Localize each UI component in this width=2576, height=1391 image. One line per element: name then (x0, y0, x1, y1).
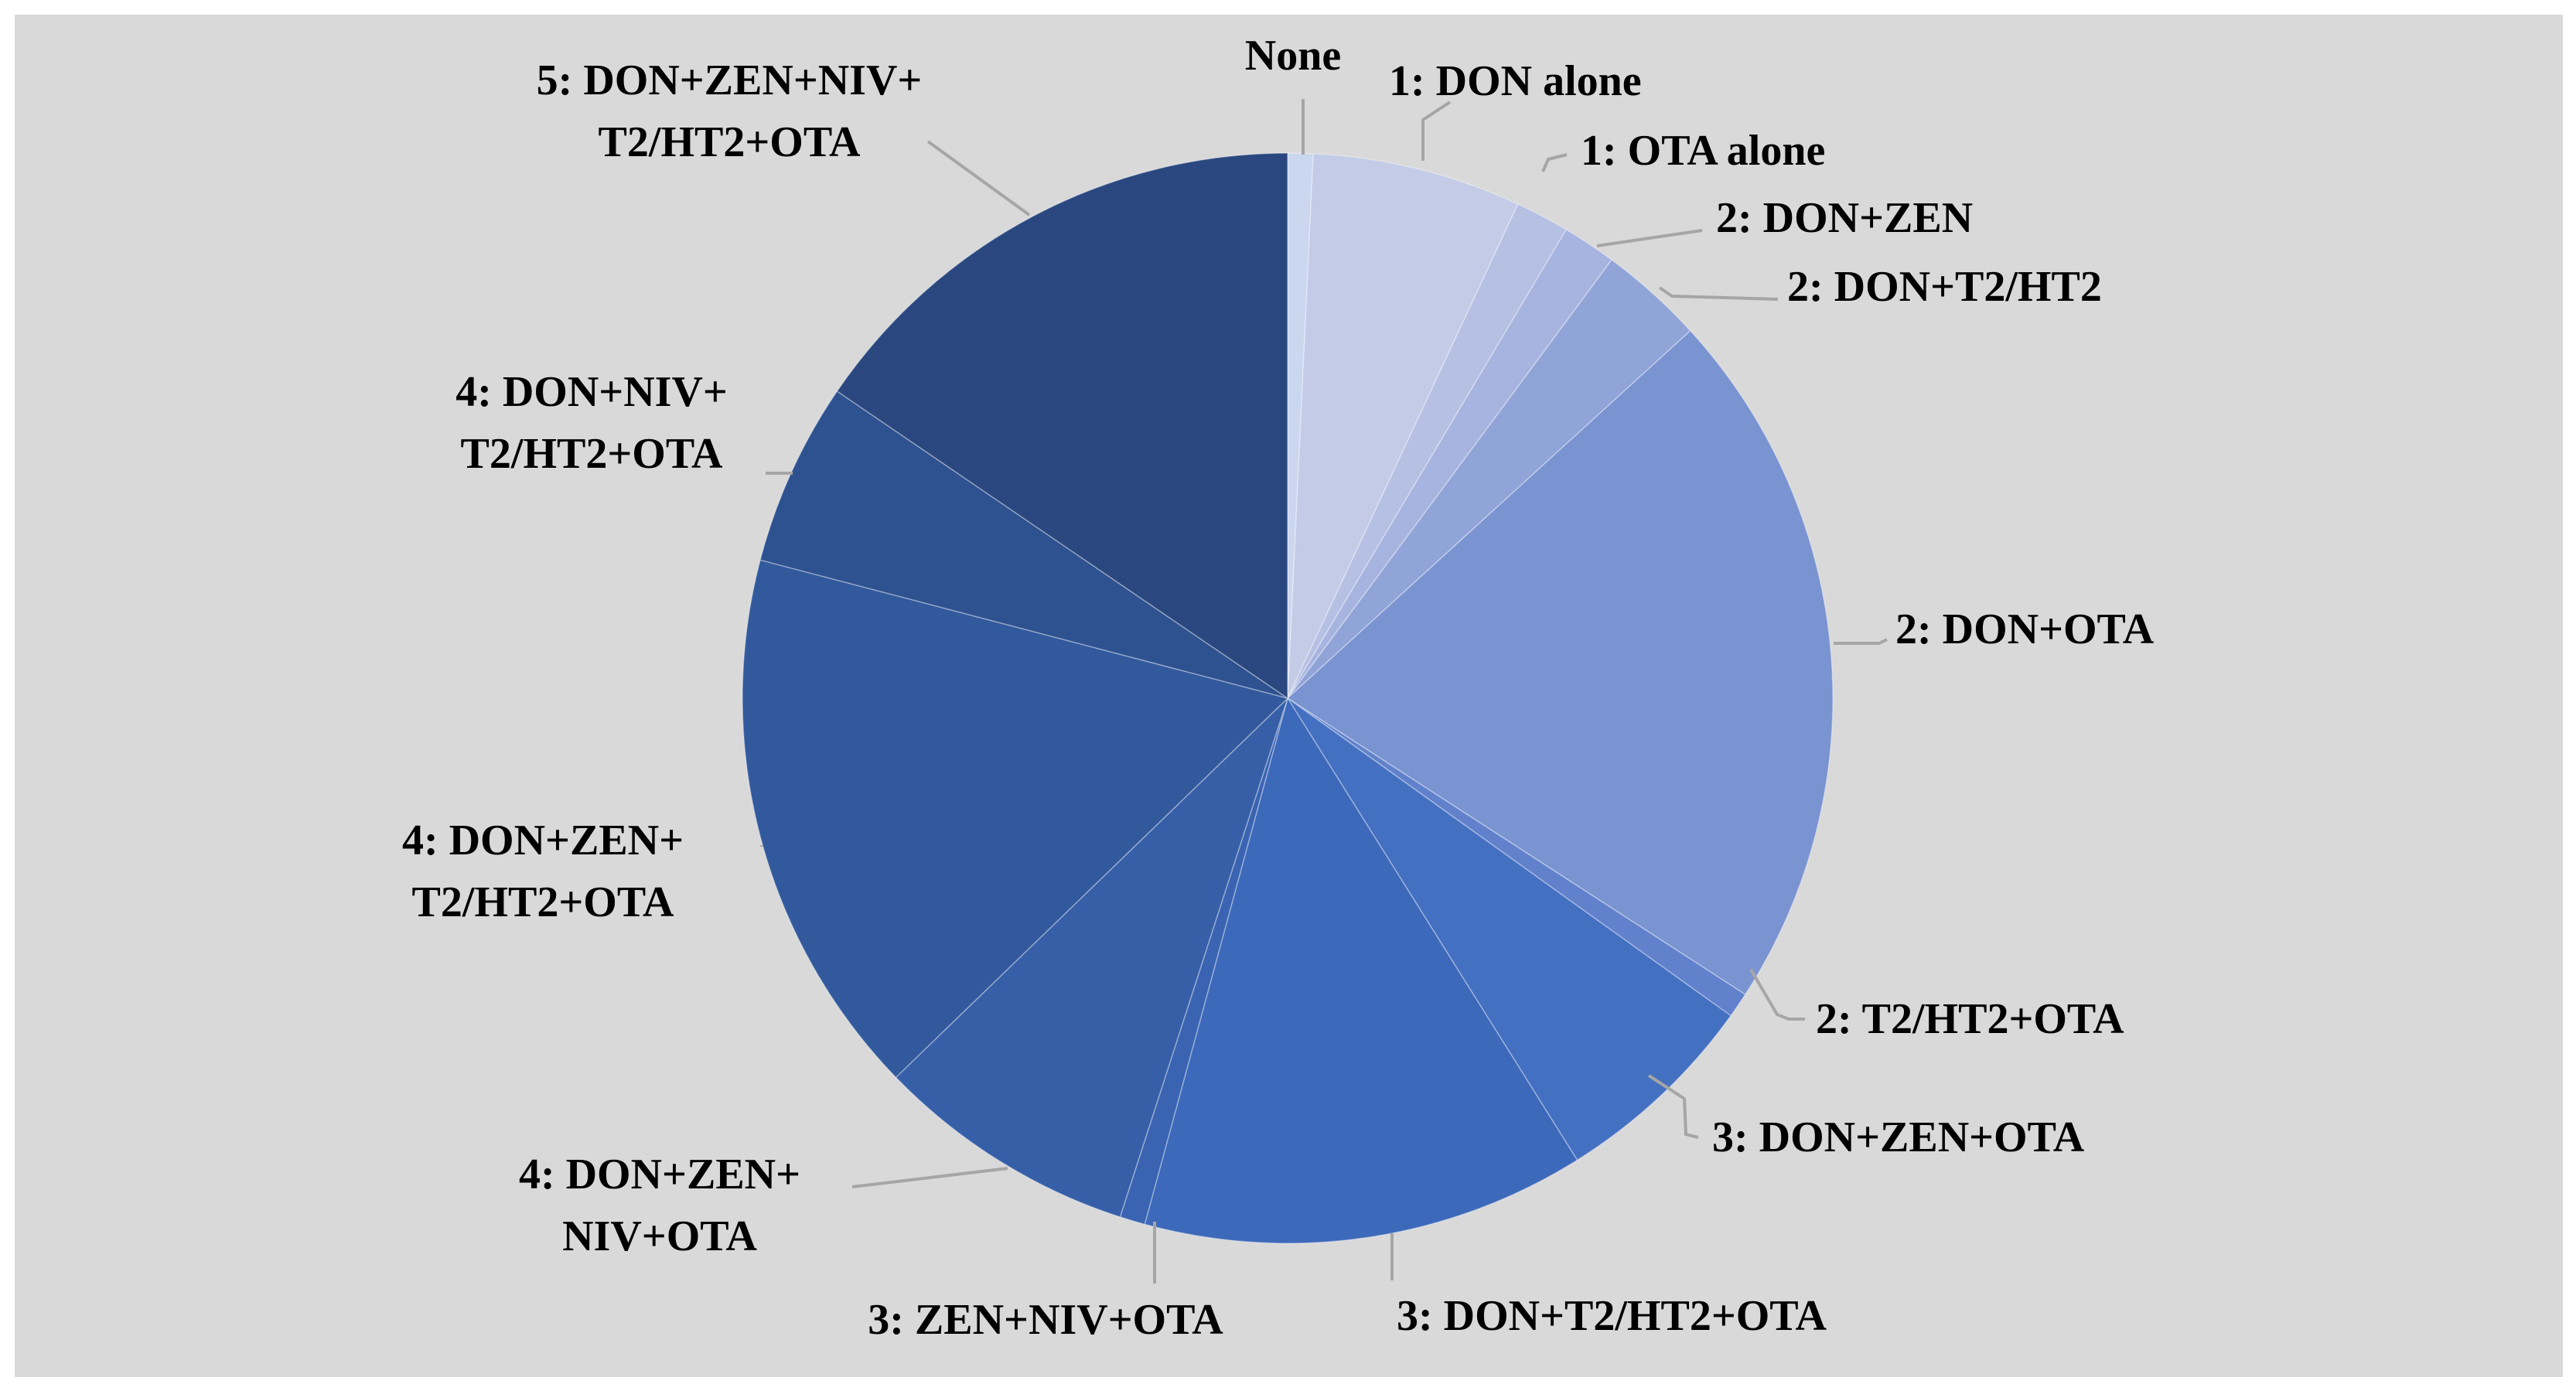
slice-label-12: 4: DON+ZEN+ T2/HT2+OTA (402, 817, 684, 926)
pie-slice-12 (742, 559, 1289, 1079)
slice-label-9: 3: DON+T2/HT2+OTA (1397, 1292, 1827, 1340)
pie-slice-5 (1287, 259, 1691, 699)
slice-label-5-line-1: 2: DON+T2/HT2 (1787, 263, 2102, 311)
leader-line-2 (1421, 101, 1452, 161)
slice-label-3: 1: OTA alone (1581, 127, 1825, 175)
slice-label-11-line-2: NIV+OTA (562, 1212, 757, 1260)
pie-slice-10 (1119, 697, 1288, 1226)
pie-slice-2 (1287, 152, 1519, 699)
slice-label-2-line-1: 1: DON alone (1389, 57, 1642, 105)
slice-label-7: 2: T2/HT2+OTA (1816, 995, 2124, 1043)
pie-slice-1 (1287, 152, 1315, 699)
pie-slice-9 (1144, 697, 1578, 1244)
leader-line-7 (1749, 968, 1805, 1021)
leader-line-6 (1834, 638, 1888, 645)
slice-label-10-line-1: 3: ZEN+NIV+OTA (868, 1296, 1223, 1344)
slice-label-13-line-2: T2/HT2+OTA (461, 430, 723, 478)
slice-label-12-line-2: T2/HT2+OTA (412, 878, 674, 926)
pie-slice-14 (836, 152, 1288, 700)
slice-label-11: 4: DON+ZEN+ NIV+OTA (519, 1151, 800, 1260)
slice-label-6-line-1: 2: DON+OTA (1895, 605, 2155, 653)
slice-label-4-line-1: 2: DON+ZEN (1716, 194, 1973, 242)
slice-label-13-line-1: 4: DON+NIV+ (455, 368, 728, 416)
pie-slice-3 (1287, 203, 1568, 699)
slice-label-8: 3: DON+ZEN+OTA (1712, 1113, 2085, 1161)
leader-line-5 (1658, 286, 1779, 301)
slice-label-13: 4: DON+NIV+ T2/HT2+OTA (455, 368, 728, 478)
leader-line-4 (1596, 229, 1703, 247)
slice-label-8-line-1: 3: DON+ZEN+OTA (1712, 1113, 2085, 1161)
leader-line-14 (926, 140, 1031, 216)
pie-slice-4 (1287, 228, 1613, 699)
pie-slices (742, 152, 1834, 1244)
leader-line-11 (851, 1167, 1008, 1188)
slice-label-9-line-1: 3: DON+T2/HT2+OTA (1397, 1292, 1827, 1340)
slice-label-5: 2: DON+T2/HT2 (1787, 263, 2102, 311)
slice-labels: None 1: DON alone 1: OTA alone 2: DON+ZEN 2:… (402, 32, 2155, 1344)
slice-label-7-line-1: 2: T2/HT2+OTA (1816, 995, 2124, 1043)
pie-slice-8 (1287, 697, 1732, 1161)
slice-label-14-line-1: 5: DON+ZEN+NIV+ (537, 56, 923, 104)
pie-slice-6 (1286, 329, 1834, 996)
slice-label-3-line-1: 1: OTA alone (1581, 127, 1825, 175)
slice-label-14-line-2: T2/HT2+OTA (599, 118, 861, 166)
slice-label-11-line-1: 4: DON+ZEN+ (519, 1151, 800, 1198)
slice-label-14: 5: DON+ZEN+NIV+ T2/HT2+OTA (537, 56, 923, 166)
slice-label-1: None (1245, 32, 1341, 80)
pie-slice-11 (895, 697, 1288, 1218)
leader-line-8 (1647, 1074, 1699, 1139)
slice-label-10: 3: ZEN+NIV+OTA (868, 1296, 1223, 1344)
leader-line-3 (1541, 153, 1568, 172)
slice-label-12-line-1: 4: DON+ZEN+ (402, 817, 684, 864)
slice-label-2: 1: DON alone (1389, 57, 1642, 105)
leader-lines (760, 99, 1888, 1284)
pie-slice-7 (1287, 697, 1746, 1017)
slice-label-4: 2: DON+ZEN (1716, 194, 1973, 242)
slice-label-1-line-1: None (1245, 32, 1341, 80)
slice-label-6: 2: DON+OTA (1895, 605, 2155, 653)
